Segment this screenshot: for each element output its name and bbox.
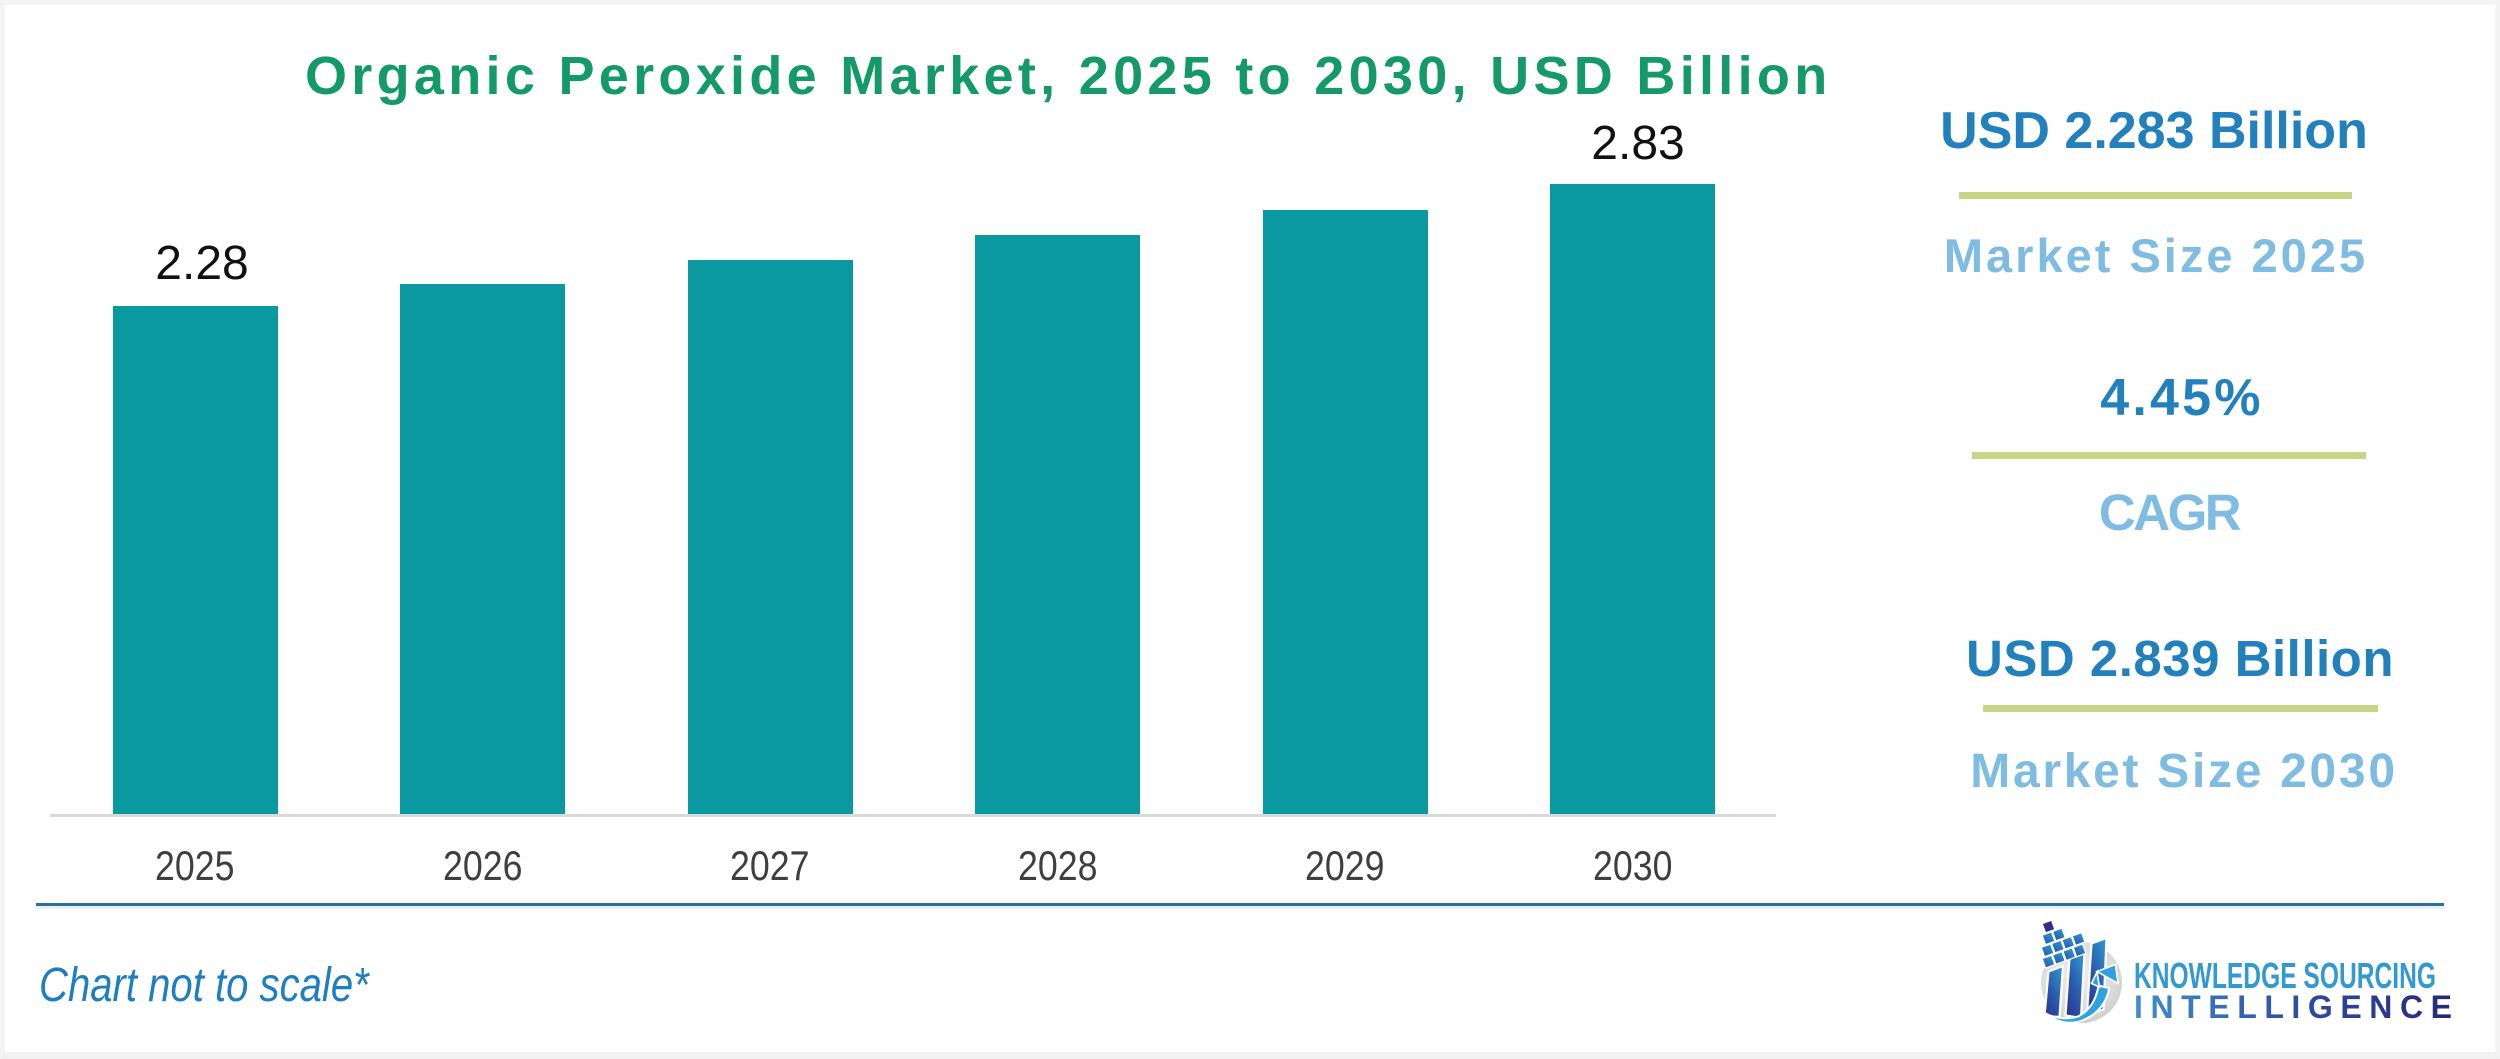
- svg-text:INTELLIGENCE: INTELLIGENCE: [2134, 989, 2452, 1025]
- svg-text:KNOWLEDGE SOURCING: KNOWLEDGE SOURCING: [2134, 955, 2436, 996]
